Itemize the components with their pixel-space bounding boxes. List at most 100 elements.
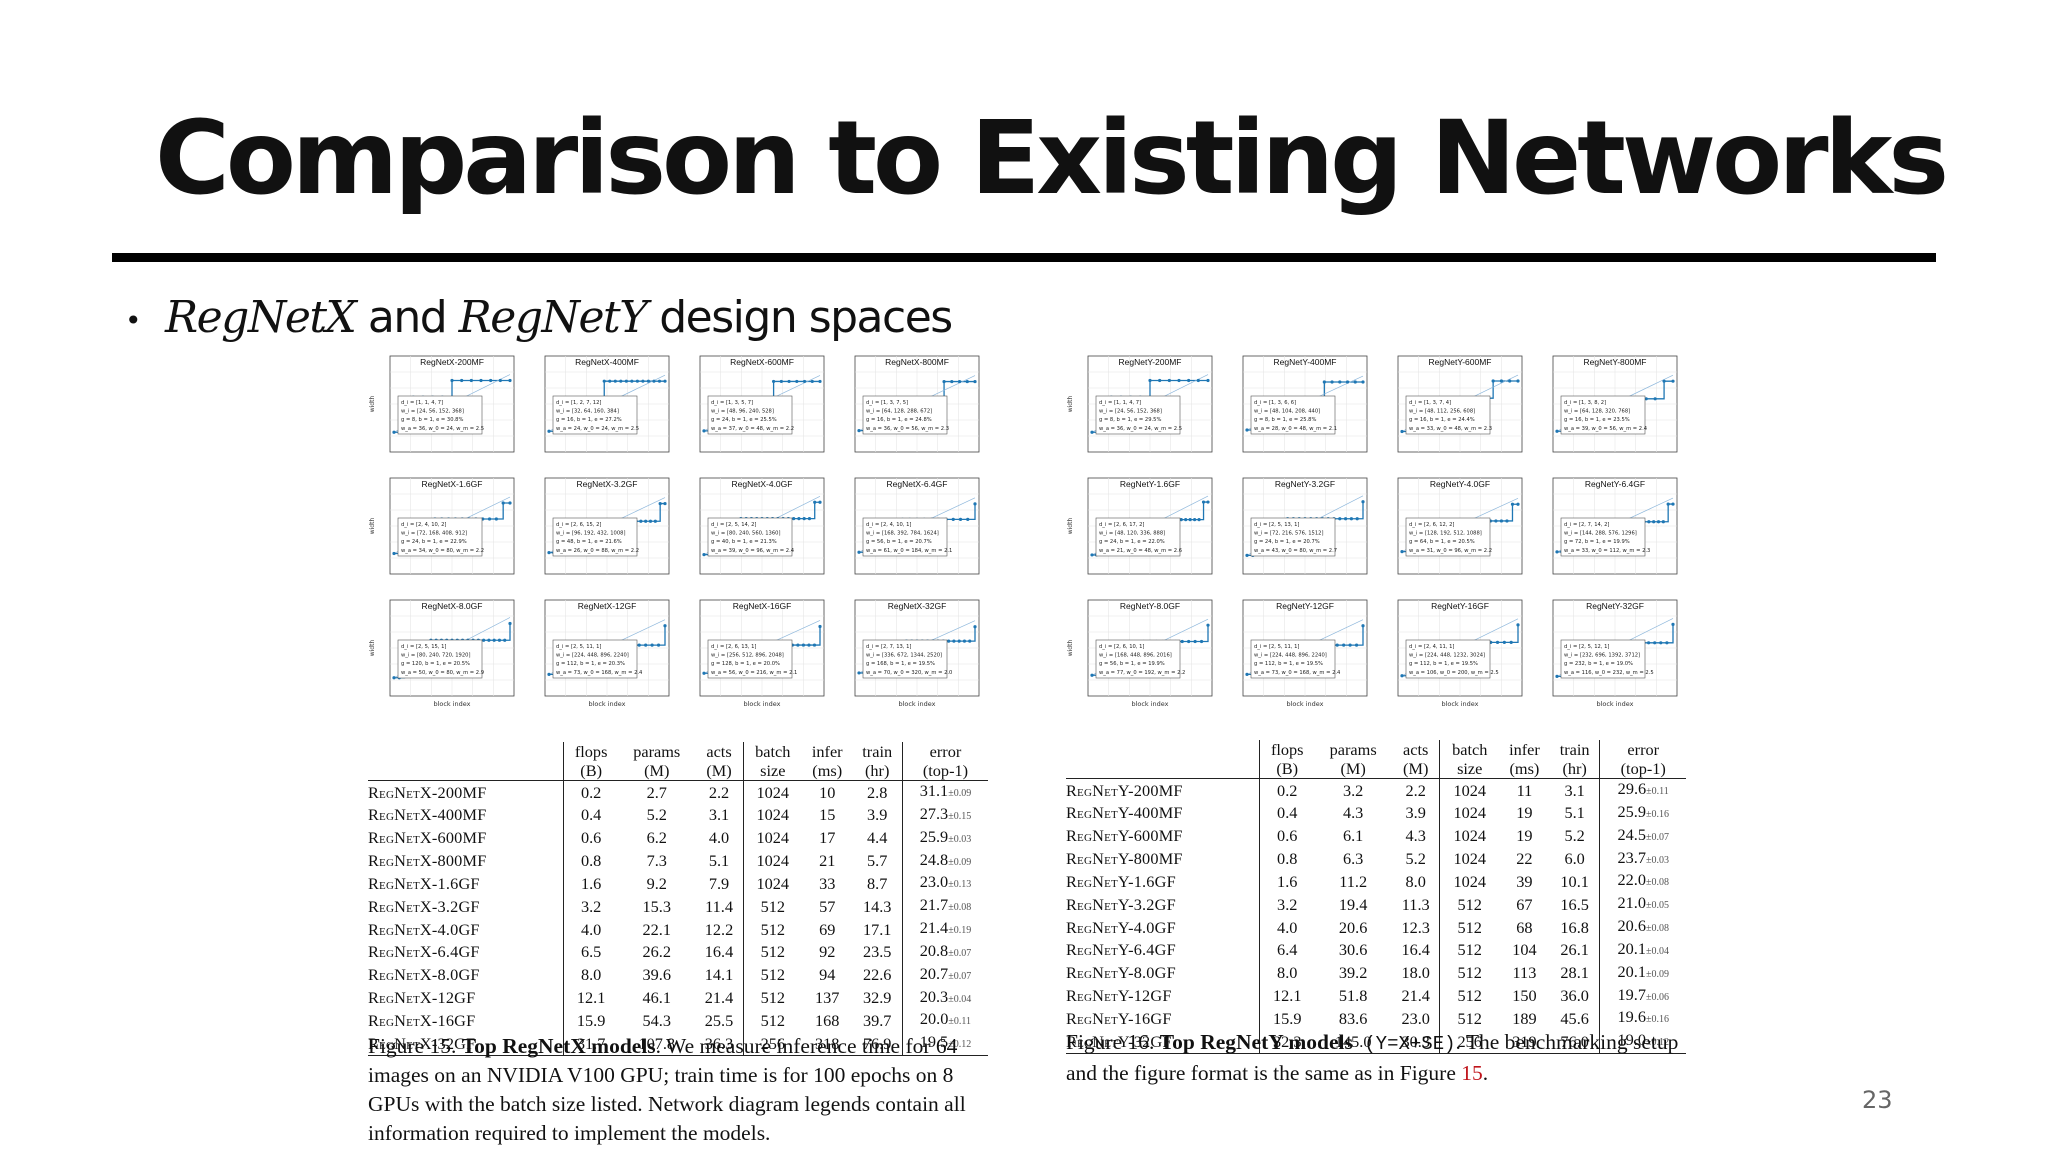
legend-line: g = 8, b = 1, e = 25.8% [1254, 417, 1316, 423]
table-header-row: (B) (M) (M) size (ms) (hr) (top-1) [368, 761, 988, 781]
block-point [635, 379, 639, 383]
legend-box [862, 639, 948, 679]
plot-title: RegNetX-400MF [575, 357, 639, 367]
legend-line: d_i = [1, 3, 7, 5] [866, 400, 908, 406]
table-cell: 256 [1439, 1030, 1500, 1055]
plot-title: RegNetX-32GF [888, 601, 947, 611]
block-point [1330, 380, 1334, 384]
legend-line: w_i = [24, 56, 152, 368] [401, 409, 464, 415]
model-name-cell: RegNetX-4.0GF [368, 919, 480, 939]
legend-line: g = 8, b = 1, e = 30.8% [401, 417, 463, 423]
model-name-cell: RegNetY-32GF [1066, 1030, 1260, 1055]
block-point [1090, 553, 1094, 557]
table-cell: 318 [801, 1032, 853, 1057]
block-point [1400, 429, 1404, 434]
block-point [957, 379, 962, 384]
table-cell: 25.5 [704, 1010, 734, 1030]
table-row: RegNetY-200MF 0.2 3.2 2.2 1024 11 3.1 29.6±0.11 [1066, 778, 1686, 802]
y-axis-label: width [1067, 518, 1074, 535]
plot-title: RegNetY-200MF [1119, 357, 1182, 367]
table-cell: 12.3 [1401, 917, 1430, 937]
block-point [663, 624, 667, 628]
error-value: 19.0 [1617, 1030, 1646, 1050]
model-name-cell: RegNetY-600MF [1066, 826, 1183, 846]
network-width-plot: RegNetY-600MF d_i = [1, 3, 7, 4] w_i = [48… [1376, 352, 1539, 476]
legend-line: w_i = [64, 128, 288, 672] [866, 409, 932, 415]
error-std: ±0.15 [948, 810, 972, 822]
table-cell: 11.3 [1401, 894, 1430, 914]
table-header-cell: acts [706, 742, 732, 761]
plot-svg: RegNetY-16GF d_i = [2, 4, 11, 1] w_i = [22… [1397, 599, 1523, 708]
error-std: ±0.03 [1645, 854, 1669, 866]
block-point [973, 625, 977, 629]
table-cell: 0.2 [1259, 778, 1315, 802]
table-cell: 94 [819, 965, 836, 985]
block-point [818, 500, 822, 504]
legend-line: g = 64, b = 1, e = 20.5% [1409, 539, 1475, 545]
plot-svg: RegNetY-32GF d_i = [2, 5, 12, 1] w_i = [23… [1552, 599, 1678, 708]
legend-line: w_i = [96, 192, 432, 1008] [556, 531, 625, 537]
table-cell: 33 [819, 873, 836, 893]
model-name-cell: RegNetY-6.4GF [1066, 940, 1176, 960]
legend-line: d_i = [2, 6, 17, 2] [1099, 522, 1144, 528]
table-cell: 25.9±0.03 [901, 826, 988, 850]
error-std: ±0.08 [1645, 923, 1669, 935]
block-point [1510, 502, 1515, 506]
regnety-table: flops params acts batch infer train error (B) (M… [1066, 740, 1686, 1055]
block-point [857, 429, 861, 433]
y-axis-label: width [1067, 640, 1074, 657]
block-point [1158, 378, 1162, 383]
block-point [498, 378, 502, 383]
plot-title: RegNetY-6.4GF [1585, 479, 1645, 489]
table-header-cell: train [1559, 740, 1590, 759]
legend-line: w_i = [128, 192, 512, 1088] [1409, 531, 1482, 537]
table-cell: 57 [819, 896, 836, 916]
bullet-marker: • [125, 303, 142, 337]
table-cell: 23.0±0.13 [901, 872, 988, 896]
table-row: RegNetY-12GF 12.1 51.8 21.4 512 150 36.0 19.7±0… [1066, 984, 1686, 1008]
legend-line: w_a = 36, w_0 = 24, w_m = 2.5 [1099, 426, 1182, 432]
error-value: 21.4 [919, 918, 949, 938]
block-point [702, 429, 706, 433]
plot-title: RegNetX-4.0GF [732, 479, 793, 489]
error-std: ±0.11 [948, 1016, 972, 1028]
block-point [657, 379, 662, 383]
model-name-cell: RegNetY-12GF [1066, 986, 1172, 1006]
model-name-cell: RegNetY-4.0GF [1066, 917, 1176, 937]
legend-line: w_a = 28, w_0 = 48, w_m = 2.1 [1254, 426, 1337, 432]
table-cell: 512 [1439, 916, 1500, 939]
plot-title: RegNetY-600MF [1429, 357, 1492, 367]
caption-code: (Y=X+SE) [1352, 1033, 1456, 1055]
legend-line: w_i = [224, 448, 1232, 3024] [1409, 653, 1485, 659]
table-cell: 32.3 [1259, 1030, 1315, 1055]
table-cell: 24.5±0.07 [1599, 824, 1686, 848]
error-std: ±0.16 [1645, 1014, 1669, 1026]
block-point [1661, 520, 1665, 524]
legend-box [552, 395, 638, 435]
legend-box [552, 639, 638, 679]
error-value: 23.7 [1617, 847, 1646, 867]
table-cell: 2.2 [1405, 780, 1426, 800]
block-point [644, 519, 648, 523]
table-header-cell: acts [1403, 740, 1429, 759]
block-point [802, 379, 807, 384]
block-point [1400, 550, 1404, 554]
block-point [1206, 500, 1210, 504]
error-std: ±0.09 [948, 856, 972, 868]
block-point [818, 379, 822, 384]
table-cell: 39.7 [862, 1010, 892, 1030]
block-point [602, 379, 606, 383]
table-cell: 51.8 [1338, 986, 1368, 1006]
table-header-cell: (M) [1392, 759, 1440, 779]
regnetx-chart-grid: RegNetX-200MF d_i = [1, 1, 4, 7] w_i = [24… [368, 352, 988, 722]
table-cell: 92 [819, 942, 836, 962]
caption-figure-ref[interactable]: 15 [1461, 1061, 1483, 1085]
plot-title: RegNetX-12GF [578, 601, 637, 611]
table-cell: 67 [1516, 894, 1533, 914]
table-header-cell: batch [1439, 740, 1500, 759]
block-point [547, 672, 551, 677]
table-row: RegNetY-400MF 0.4 4.3 3.9 1024 19 5.1 25.9±0.16 [1066, 801, 1686, 825]
plot-title: RegNetY-8.0GF [1120, 601, 1180, 611]
block-point [479, 378, 483, 383]
table-cell: 46.1 [642, 988, 672, 1008]
